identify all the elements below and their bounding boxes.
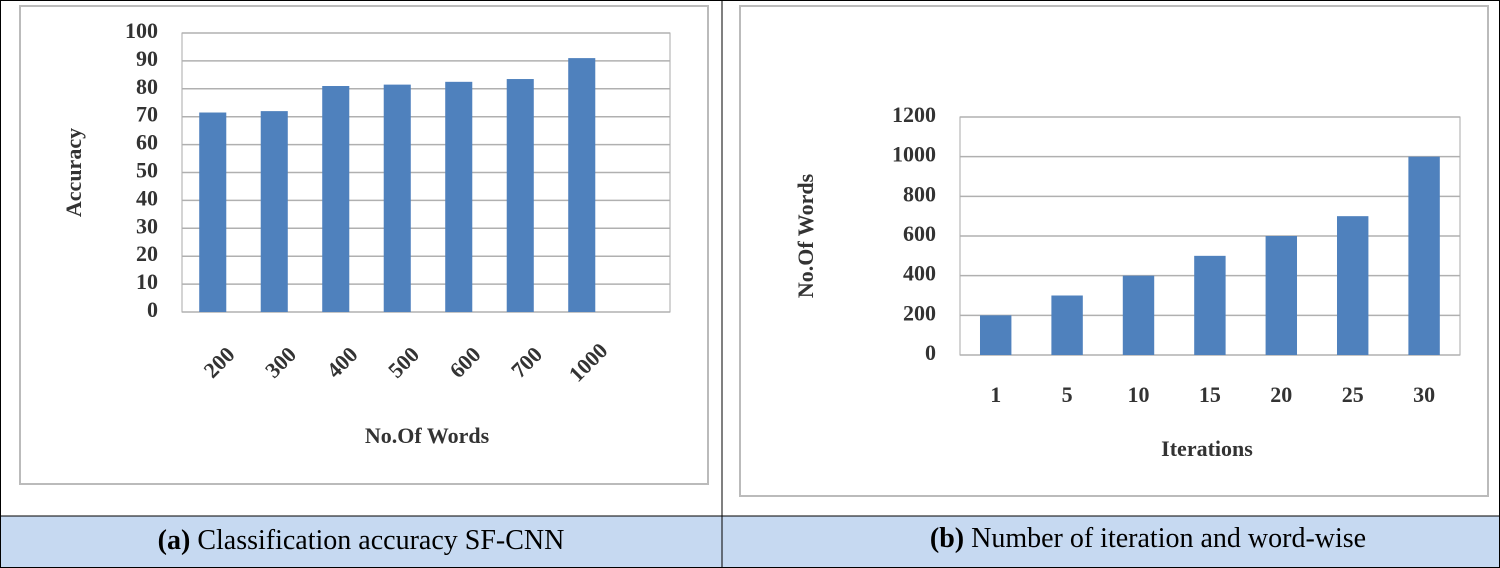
caption: (b) Number of iteration and word-wise bbox=[930, 523, 1366, 554]
y-tick-label: 70 bbox=[136, 102, 158, 127]
bar bbox=[322, 86, 350, 312]
bar bbox=[979, 315, 1012, 355]
bar bbox=[260, 111, 288, 313]
y-axis-title: Accuracy bbox=[61, 128, 86, 217]
y-axis-title: No.Of Words bbox=[793, 173, 818, 298]
caption-text: Number of iteration and word-wise bbox=[971, 523, 1366, 554]
bar bbox=[1265, 236, 1298, 355]
y-tick-label: 90 bbox=[136, 46, 158, 71]
bar bbox=[445, 81, 473, 312]
y-tick-label: 800 bbox=[903, 181, 936, 206]
caption-row bbox=[0, 515, 1500, 568]
y-tick-label: 1200 bbox=[892, 102, 936, 127]
y-tick-label: 30 bbox=[136, 213, 158, 238]
y-tick-label: 80 bbox=[136, 74, 158, 99]
x-tick-label: 5 bbox=[1062, 382, 1073, 407]
y-tick-label: 10 bbox=[136, 269, 158, 294]
x-tick-label: 10 bbox=[1128, 382, 1150, 407]
bar bbox=[199, 112, 227, 312]
x-axis-title: No.Of Words bbox=[365, 423, 490, 448]
chart-frame bbox=[19, 5, 709, 485]
x-tick-label: 30 bbox=[1413, 382, 1435, 407]
bar bbox=[1051, 295, 1083, 355]
y-tick-label: 600 bbox=[903, 221, 936, 246]
bar bbox=[506, 79, 534, 312]
caption-label: (a) bbox=[158, 525, 191, 556]
bar bbox=[1194, 255, 1226, 355]
y-tick-label: 40 bbox=[136, 185, 158, 210]
x-tick-label: 15 bbox=[1199, 382, 1221, 407]
y-tick-label: 60 bbox=[136, 130, 158, 155]
x-tick-label: 25 bbox=[1342, 382, 1364, 407]
y-tick-label: 200 bbox=[903, 300, 936, 325]
x-tick-label: 20 bbox=[1270, 382, 1292, 407]
y-tick-label: 0 bbox=[925, 340, 936, 365]
caption: (a) Classification accuracy SF-CNN bbox=[158, 525, 565, 556]
bar bbox=[383, 84, 411, 313]
y-tick-label: 0 bbox=[147, 297, 158, 322]
bar bbox=[568, 58, 596, 312]
y-tick-label: 400 bbox=[903, 261, 936, 286]
bar bbox=[1336, 216, 1369, 355]
chart-frame bbox=[739, 5, 1489, 497]
y-tick-label: 20 bbox=[136, 241, 158, 266]
y-tick-label: 1000 bbox=[892, 142, 936, 167]
y-tick-label: 100 bbox=[125, 18, 158, 43]
bar bbox=[1408, 156, 1440, 355]
y-tick-label: 50 bbox=[136, 158, 158, 183]
x-axis-title: Iterations bbox=[1161, 436, 1253, 461]
x-tick-label: 1 bbox=[990, 382, 1001, 407]
caption-label: (b) bbox=[930, 523, 964, 554]
caption-text: Classification accuracy SF-CNN bbox=[197, 525, 564, 556]
bar bbox=[1122, 275, 1155, 355]
